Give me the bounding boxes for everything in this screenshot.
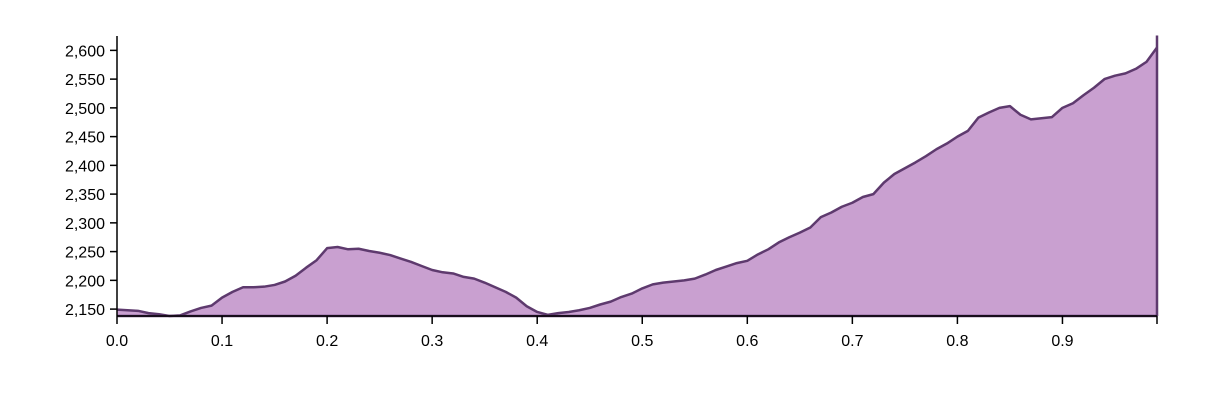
y-tick-label: 2,350 [65,187,105,204]
x-tick-label: 0.9 [1051,333,1073,350]
y-axis: 2,150 2,200 2,250 2,300 2,350 2,400 2,450 2,500… [65,36,118,319]
area-line-0 [116,46,1159,318]
y-tick-label: 2,300 [65,216,105,233]
x-axis: 0.0 0.1 0.2 0.3 0.4 0.5 0.6 0.7 0.8 0.9 [106,315,1158,350]
x-tick-label: 0.7 [841,333,863,350]
y-tick-label: 2,500 [65,101,105,118]
y-tick-label: 2,250 [65,245,105,262]
x-tick-label: 0.5 [631,333,653,350]
y-tick-label: 2,400 [65,158,105,175]
area-fill-0 [117,47,1157,316]
x-tick-label: 0.0 [106,333,128,350]
x-tick-label: 0.4 [526,333,548,350]
x-tick-label: 0.1 [211,333,233,350]
y-tick-label: 2,550 [65,72,105,89]
axes: 2,150 2,200 2,250 2,300 2,350 2,400 2,450 2,500… [65,36,1158,350]
x-tick-label: 0.3 [421,333,443,350]
x-tick-label: 0.2 [316,333,338,350]
x-tick-label: 0.6 [736,333,758,350]
y-tick-label: 2,600 [65,43,105,60]
x-tick-label: 0.8 [946,333,968,350]
y-tick-label: 2,450 [65,130,105,147]
y-tick-label: 2,150 [65,302,105,319]
y-tick-label: 2,200 [65,273,105,290]
area-series [116,35,1159,318]
